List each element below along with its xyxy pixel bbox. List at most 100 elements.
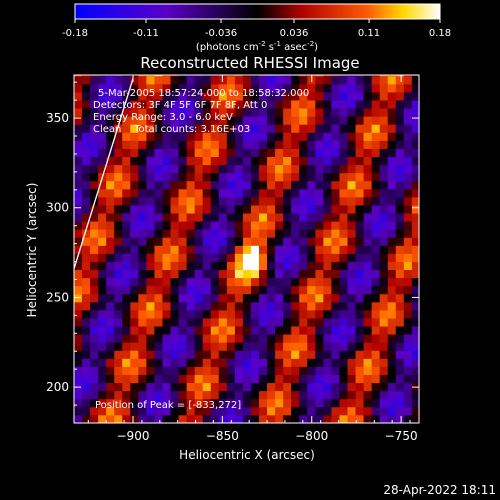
heatmap-cell xyxy=(210,390,220,400)
heatmap-cell xyxy=(82,205,91,214)
heatmap-cell xyxy=(154,406,163,416)
heatmap-cell xyxy=(210,196,220,206)
heatmap-cell xyxy=(403,253,413,262)
heatmap-cell xyxy=(194,406,204,416)
heatmap-cell xyxy=(275,132,284,141)
heatmap-cell xyxy=(146,221,155,230)
heatmap-cell xyxy=(331,124,340,133)
heatmap-cell xyxy=(347,309,356,319)
heatmap-cell xyxy=(355,334,364,343)
heatmap-cell xyxy=(146,285,155,295)
heatmap-cell xyxy=(315,205,324,214)
y-axis-label: Heliocentric Y (arcsec) xyxy=(25,183,39,318)
heatmap-cell xyxy=(331,75,340,85)
heatmap-cell xyxy=(194,188,204,198)
heatmap-cell xyxy=(331,221,340,230)
heatmap-cell xyxy=(242,132,252,141)
heatmap-cell xyxy=(154,172,163,182)
heatmap-cell xyxy=(106,83,115,93)
heatmap-cell xyxy=(218,366,228,375)
heatmap-cell xyxy=(154,309,163,319)
heatmap-cell xyxy=(98,164,107,174)
heatmap-cell xyxy=(106,124,115,133)
heatmap-cell xyxy=(250,301,260,311)
heatmap-cell xyxy=(323,318,332,327)
heatmap-cell xyxy=(202,148,212,158)
heatmap-cell xyxy=(186,334,196,343)
heatmap-cell xyxy=(323,75,332,77)
heatmap-cell xyxy=(202,213,212,222)
heatmap-cell xyxy=(106,334,115,343)
heatmap-cell xyxy=(218,124,228,133)
heatmap-cell xyxy=(403,92,413,101)
heatmap-cell xyxy=(259,205,268,214)
heatmap-cell xyxy=(283,414,292,423)
heatmap-cell xyxy=(291,124,300,133)
heatmap-cell xyxy=(82,406,91,416)
heatmap-cell xyxy=(202,140,212,149)
heatmap-cell xyxy=(202,188,212,198)
heatmap-cell xyxy=(218,245,228,254)
heatmap-cell xyxy=(234,75,244,77)
heatmap-cell xyxy=(299,293,308,303)
heatmap-cell xyxy=(355,205,364,214)
heatmap-cell xyxy=(355,301,364,311)
heatmap-cell xyxy=(82,213,91,222)
heatmap-cell xyxy=(178,237,188,246)
heatmap-cell xyxy=(371,75,381,85)
heatmap-cell xyxy=(194,390,204,400)
heatmap-cell xyxy=(114,374,123,384)
heatmap-cell xyxy=(194,108,204,117)
heatmap-cell xyxy=(218,326,228,335)
heatmap-cell xyxy=(154,237,163,246)
heatmap-cell xyxy=(339,285,348,295)
heatmap-cell xyxy=(74,350,83,359)
heatmap-cell xyxy=(259,293,268,303)
heatmap-cell xyxy=(178,140,188,149)
heatmap-cell xyxy=(379,237,389,246)
heatmap-cell xyxy=(154,390,163,400)
heatmap-cell xyxy=(242,100,252,109)
heatmap-cell xyxy=(250,124,260,133)
heatmap-cell xyxy=(347,116,356,125)
heatmap-cell xyxy=(234,366,244,375)
heatmap-cell xyxy=(170,221,179,230)
heatmap-cell xyxy=(347,83,356,93)
heatmap-cell xyxy=(315,398,324,408)
heatmap-cell xyxy=(186,301,196,311)
heatmap-cell xyxy=(395,318,405,327)
heatmap-cell xyxy=(186,116,196,125)
heatmap-cell xyxy=(106,390,115,400)
heatmap-cell xyxy=(106,269,115,279)
heatmap-cell xyxy=(283,221,292,230)
heatmap-cell xyxy=(250,334,260,343)
heatmap-cell xyxy=(186,124,196,133)
heatmap-cell xyxy=(74,75,83,85)
heatmap-cell xyxy=(114,269,123,279)
heatmap-cell xyxy=(250,156,260,166)
heatmap-cell xyxy=(363,124,373,133)
heatmap-cell xyxy=(106,108,115,117)
heatmap-cell xyxy=(234,196,244,206)
heatmap-cell xyxy=(403,398,413,408)
heatmap-cell xyxy=(259,229,268,238)
heatmap-cell xyxy=(234,156,244,166)
heatmap-cell xyxy=(82,132,91,141)
heatmap-cell xyxy=(411,285,419,295)
heatmap-cell xyxy=(202,406,212,416)
heatmap-cell xyxy=(363,358,373,367)
heatmap-cell xyxy=(323,108,332,117)
heatmap-cell xyxy=(186,100,196,109)
heatmap-cell xyxy=(194,293,204,303)
heatmap-cell xyxy=(267,92,276,101)
heatmap-cell xyxy=(154,196,163,206)
heatmap-cell xyxy=(371,172,381,182)
heatmap-cell xyxy=(74,83,83,93)
heatmap-cell xyxy=(331,180,340,190)
heatmap-cell xyxy=(106,350,115,359)
heatmap-cell xyxy=(299,309,308,319)
heatmap-cell xyxy=(339,366,348,375)
heatmap-cell xyxy=(395,148,405,158)
heatmap-cell xyxy=(130,75,139,77)
heatmap-cell xyxy=(339,100,348,109)
